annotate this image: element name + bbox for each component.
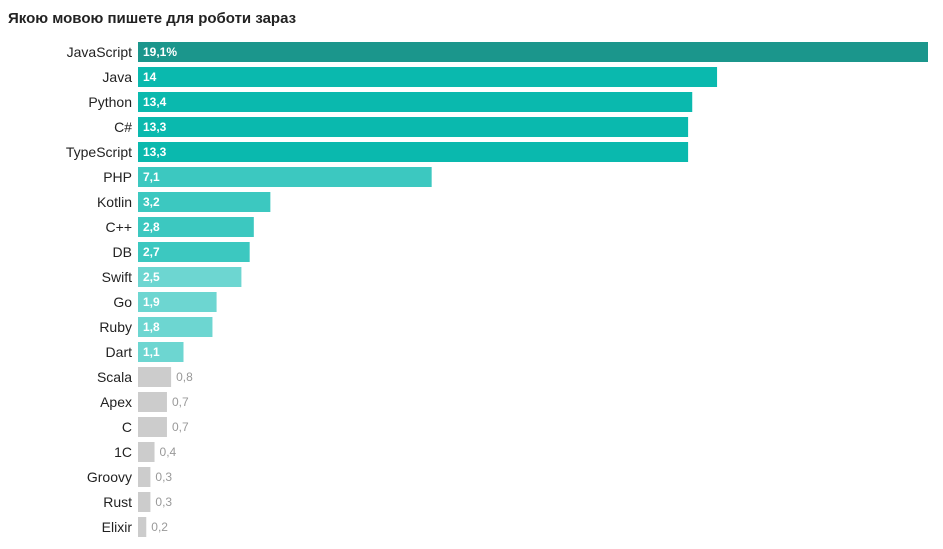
bar-ruby bbox=[138, 317, 213, 337]
value-label-javascript: 19,1% bbox=[143, 45, 177, 59]
bar-dart bbox=[138, 342, 184, 362]
value-label-dart: 1,1 bbox=[143, 345, 160, 359]
bar-php bbox=[138, 167, 432, 187]
bar-typescript bbox=[138, 142, 689, 162]
bar-groovy bbox=[138, 467, 151, 487]
category-label-kotlin: Kotlin bbox=[97, 194, 132, 210]
category-label-c: C bbox=[122, 419, 132, 435]
value-label-php: 7,1 bbox=[143, 170, 160, 184]
value-label-db: 2,7 bbox=[143, 245, 160, 259]
bar-elixir bbox=[138, 517, 147, 537]
value-label-csharp: 13,3 bbox=[143, 120, 167, 134]
category-label-typescript: TypeScript bbox=[66, 144, 132, 160]
category-label-groovy: Groovy bbox=[87, 469, 132, 485]
category-label-scala: Scala bbox=[97, 369, 132, 385]
value-label-swift: 2,5 bbox=[143, 270, 160, 284]
category-label-1c: 1C bbox=[114, 444, 132, 460]
value-label-c: 0,7 bbox=[172, 420, 189, 434]
category-label-dart: Dart bbox=[106, 344, 133, 360]
category-label-ruby: Ruby bbox=[99, 319, 132, 335]
value-label-kotlin: 3,2 bbox=[143, 195, 160, 209]
value-label-python: 13,4 bbox=[143, 95, 167, 109]
category-label-php: PHP bbox=[103, 169, 132, 185]
value-label-elixir: 0,2 bbox=[151, 520, 168, 534]
category-label-rust: Rust bbox=[103, 494, 132, 510]
bar-java bbox=[138, 67, 718, 87]
category-label-go: Go bbox=[113, 294, 132, 310]
bar-c bbox=[138, 417, 167, 437]
value-label-scala: 0,8 bbox=[176, 370, 193, 384]
category-label-java: Java bbox=[102, 69, 132, 85]
bar-scala bbox=[138, 367, 172, 387]
category-label-csharp: C# bbox=[114, 119, 132, 135]
bar-rust bbox=[138, 492, 151, 512]
value-label-groovy: 0,3 bbox=[155, 470, 172, 484]
category-label-python: Python bbox=[88, 94, 132, 110]
value-label-1c: 0,4 bbox=[160, 445, 177, 459]
category-label-db: DB bbox=[113, 244, 132, 260]
bar-python bbox=[138, 92, 693, 112]
category-label-apex: Apex bbox=[100, 394, 132, 410]
bar-1c bbox=[138, 442, 155, 462]
bar-db bbox=[138, 242, 250, 262]
value-label-typescript: 13,3 bbox=[143, 145, 167, 159]
category-label-swift: Swift bbox=[102, 269, 132, 285]
bar-csharp bbox=[138, 117, 689, 137]
chart-title: Якою мовою пишете для роботи зараз bbox=[8, 10, 297, 27]
value-label-java: 14 bbox=[143, 70, 157, 84]
value-label-apex: 0,7 bbox=[172, 395, 189, 409]
category-label-elixir: Elixir bbox=[102, 519, 133, 535]
value-label-ruby: 1,8 bbox=[143, 320, 160, 334]
bar-go bbox=[138, 292, 217, 312]
bar-apex bbox=[138, 392, 167, 412]
bar-kotlin bbox=[138, 192, 271, 212]
bar-swift bbox=[138, 267, 242, 287]
bar-javascript bbox=[138, 42, 928, 62]
bar-cplusplus bbox=[138, 217, 254, 237]
value-label-cplusplus: 2,8 bbox=[143, 220, 160, 234]
category-label-javascript: JavaScript bbox=[67, 44, 132, 60]
value-label-go: 1,9 bbox=[143, 295, 160, 309]
value-label-rust: 0,3 bbox=[155, 495, 172, 509]
category-label-cplusplus: C++ bbox=[106, 219, 132, 235]
